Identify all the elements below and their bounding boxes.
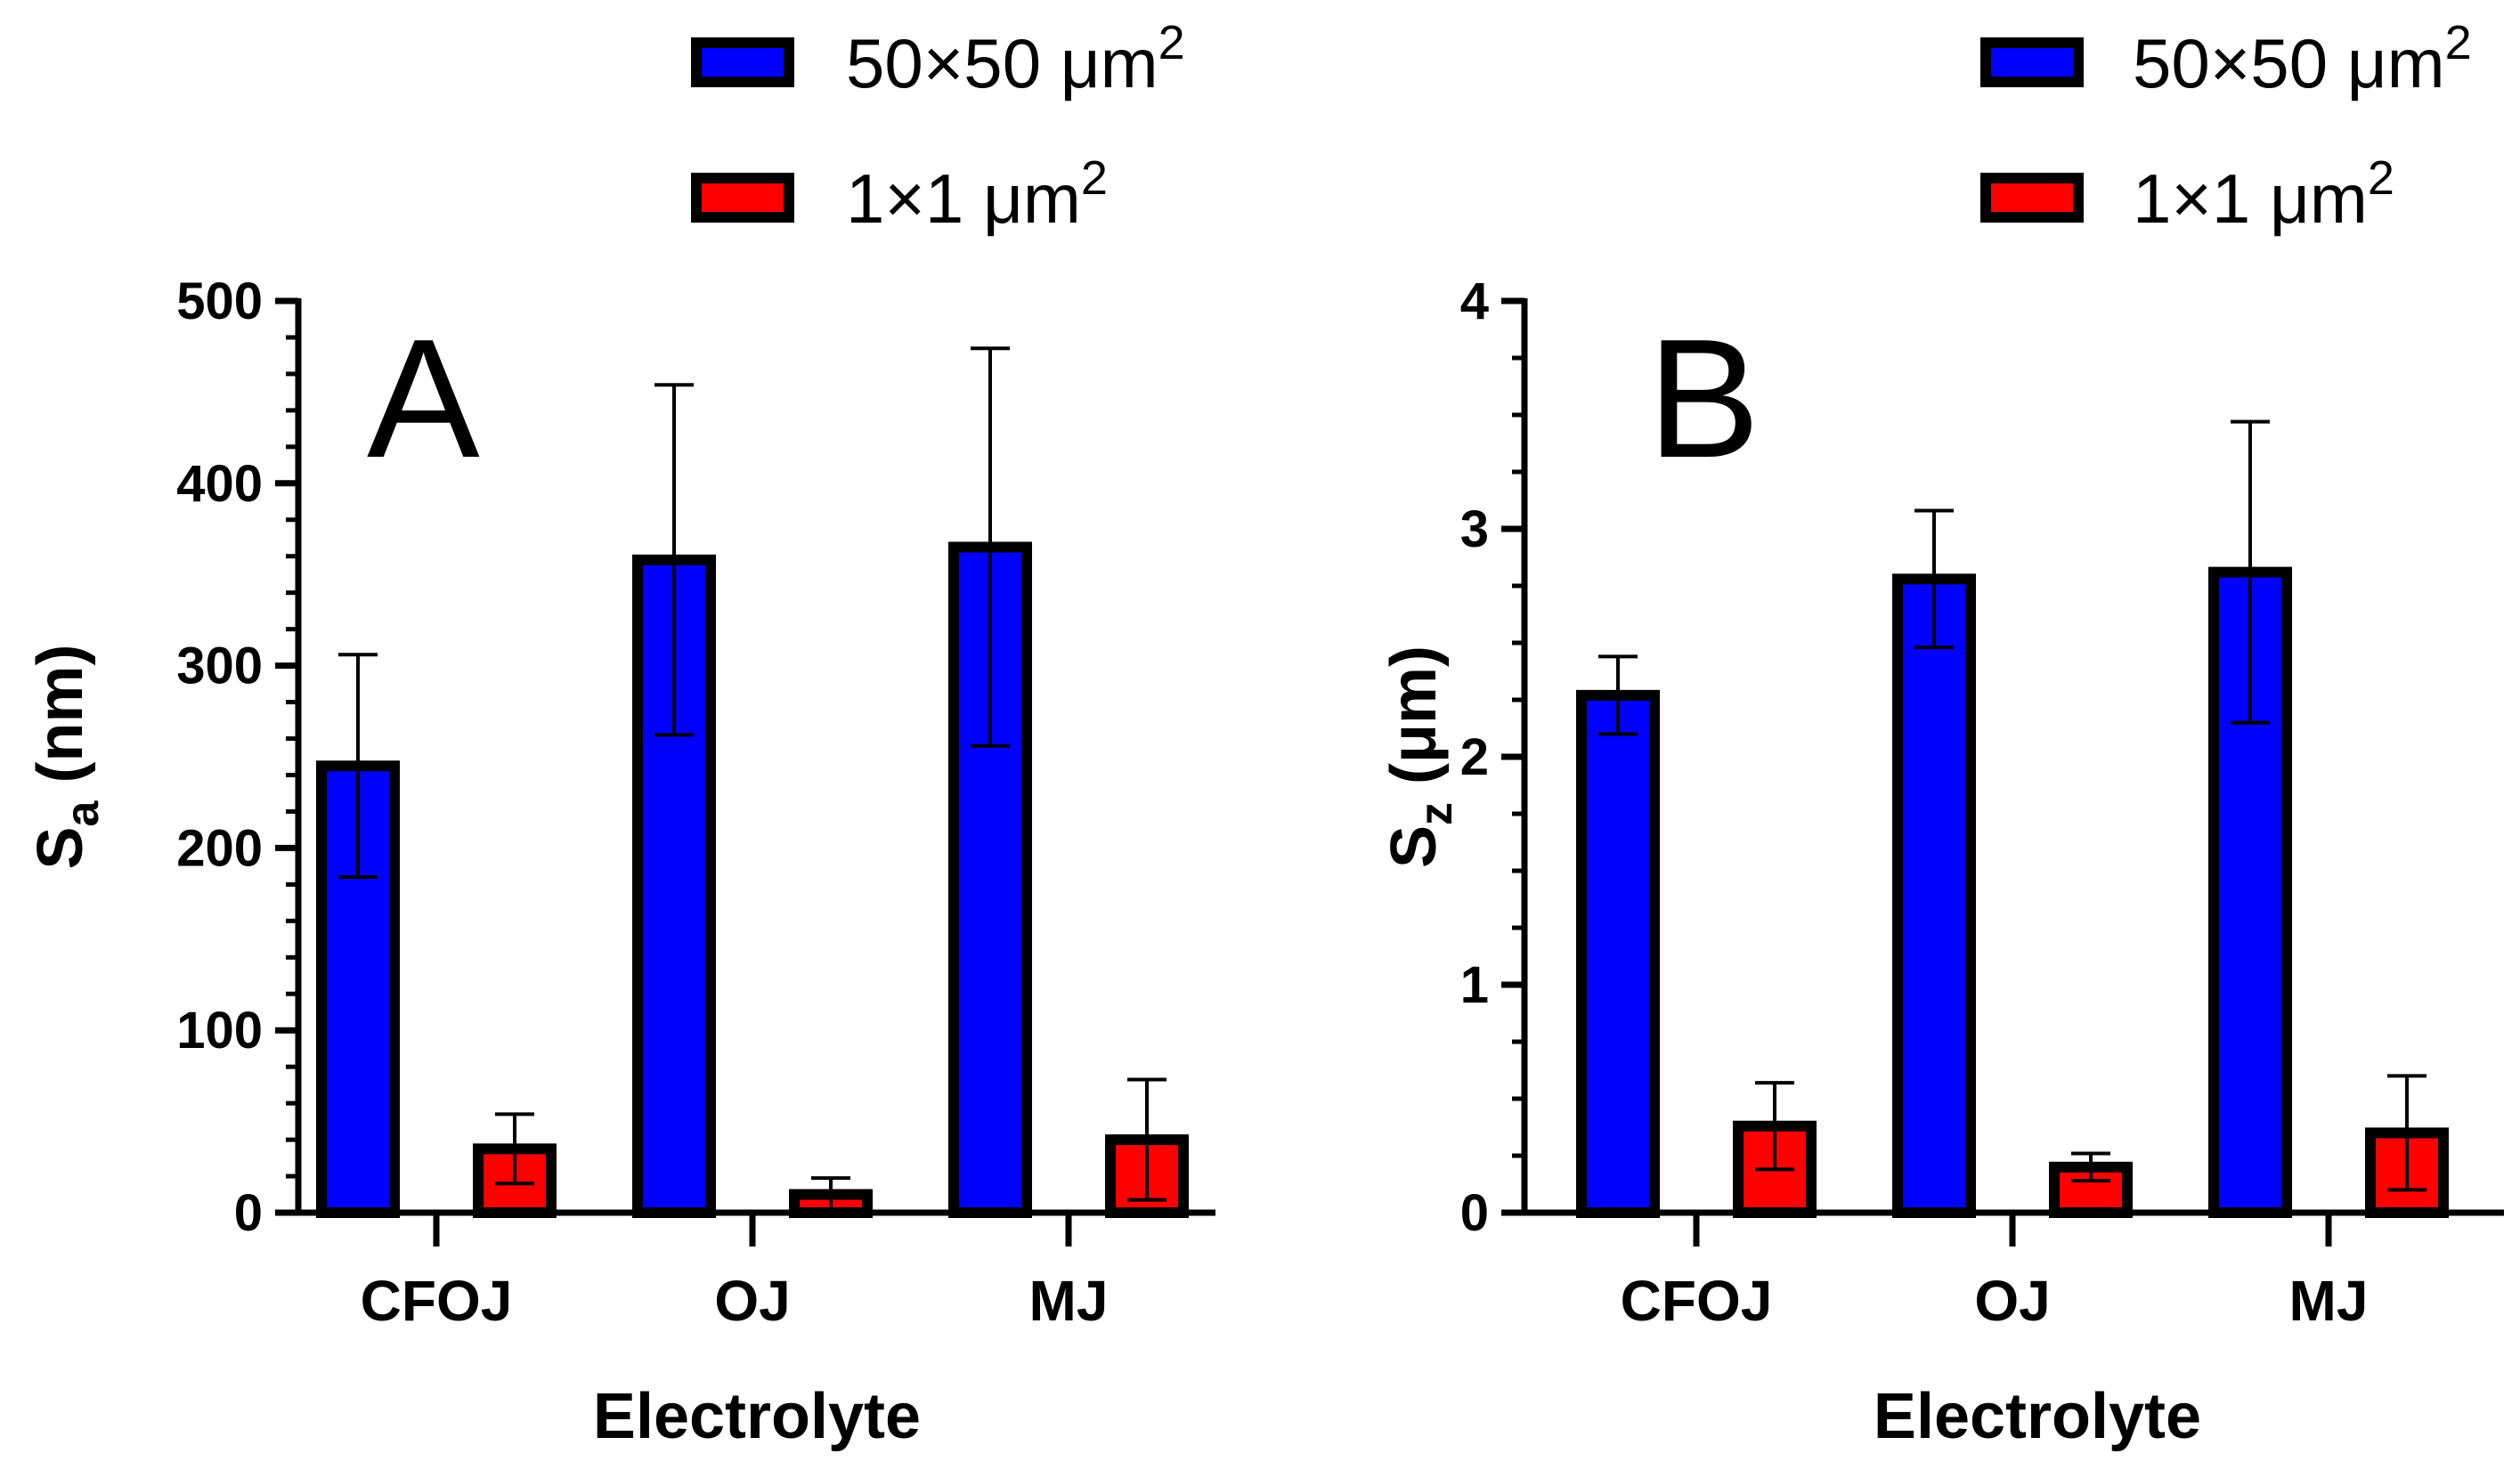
legend-label-superscript: 2 (1081, 151, 1108, 205)
legend-swatch-series1 (691, 37, 794, 87)
error-bar-b-series1-mj (2231, 419, 2270, 725)
x-axis-title: Electrolyte (593, 1381, 921, 1452)
panel-letter-b: B (1647, 305, 1760, 493)
y-tick-label: 100 (176, 1002, 263, 1060)
legend-label-series2: 1×1 μm2 (846, 151, 1108, 238)
y-tick-label: 2 (1460, 728, 1489, 786)
x-category-label-mj: MJ (1029, 1269, 1109, 1333)
y-tick-label: 500 (176, 272, 263, 330)
chart-panel-a: 0 100 200 300 400 500 CFOJ OJ MJ Electrolyte Sa (n… (25, 16, 1215, 1452)
legend-label-text: 1×1 μm (846, 159, 1081, 238)
error-bar-a-series2-mj (1127, 1077, 1167, 1202)
y-tick-label: 400 (176, 455, 263, 513)
chart-panel-b: 0 1 2 3 4 CFOJ OJ MJ Electrolyte Sz (μm) B 50×50 μm… (1378, 16, 2504, 1452)
error-bar-b-series2-cfoj (1755, 1081, 1794, 1172)
legend-label-text: 50×50 μm (846, 24, 1158, 102)
y-tick-label: 4 (1460, 272, 1489, 330)
error-bar-a-series2-cfoj (495, 1112, 534, 1186)
y-tick-label: 1 (1460, 956, 1489, 1014)
legend-label-superscript: 2 (2368, 151, 2394, 205)
bar-b-series1-cfoj (1576, 689, 1660, 1218)
x-category-label-cfoj: CFOJ (1621, 1269, 1773, 1333)
x-category-label-oj: OJ (714, 1269, 790, 1333)
x-category-label-mj: MJ (2289, 1269, 2369, 1333)
bar-b-series1-oj (1892, 573, 1976, 1218)
y-tick-label: 0 (234, 1184, 263, 1242)
legend-label-series2: 1×1 μm2 (2133, 151, 2394, 238)
legend-swatch-series1 (1980, 37, 2084, 87)
y-axis-title-unit: (μm) (1378, 646, 1450, 802)
x-category-label-cfoj: CFOJ (361, 1269, 513, 1333)
legend-label-text: 50×50 μm (2133, 24, 2445, 102)
legend-swatch-series2 (1980, 173, 2084, 223)
error-bar-b-series1-oj (1914, 508, 1954, 650)
y-axis-title-subscript: z (1410, 802, 1462, 825)
y-axis-title: Sa (nm) (25, 645, 109, 870)
y-tick-label: 3 (1460, 500, 1489, 558)
error-bar-a-series1-mj (971, 346, 1010, 748)
legend-label-text: 1×1 μm (2133, 159, 2368, 238)
legend-label-series1: 50×50 μm2 (2133, 16, 2472, 102)
y-axis-title: Sz (μm) (1378, 646, 1462, 868)
legend-label-series1: 50×50 μm2 (846, 16, 1185, 102)
legend-label-superscript: 2 (2445, 16, 2472, 69)
y-tick-label: 200 (176, 819, 263, 877)
panel-letter-a: A (367, 305, 480, 493)
y-tick-label: 0 (1460, 1184, 1489, 1242)
error-bar-b-series2-mj (2387, 1074, 2427, 1192)
y-tick-label: 300 (176, 637, 263, 695)
x-category-label-oj: OJ (1974, 1269, 2050, 1333)
y-axis-title-subscript: a (57, 800, 109, 826)
error-bar-a-series1-cfoj (338, 653, 378, 880)
y-axis-title-symbol: S (1378, 825, 1450, 868)
error-bar-b-series1-cfoj (1598, 654, 1638, 736)
error-bar-a-series1-oj (654, 383, 694, 737)
legend-swatch-series2 (691, 173, 794, 223)
legend-label-superscript: 2 (1158, 16, 1185, 69)
error-bar-b-series2-oj (2071, 1151, 2110, 1183)
y-axis-title-symbol: S (25, 826, 96, 869)
y-axis-title-unit: (nm) (25, 645, 96, 801)
x-axis-title: Electrolyte (1874, 1381, 2201, 1452)
